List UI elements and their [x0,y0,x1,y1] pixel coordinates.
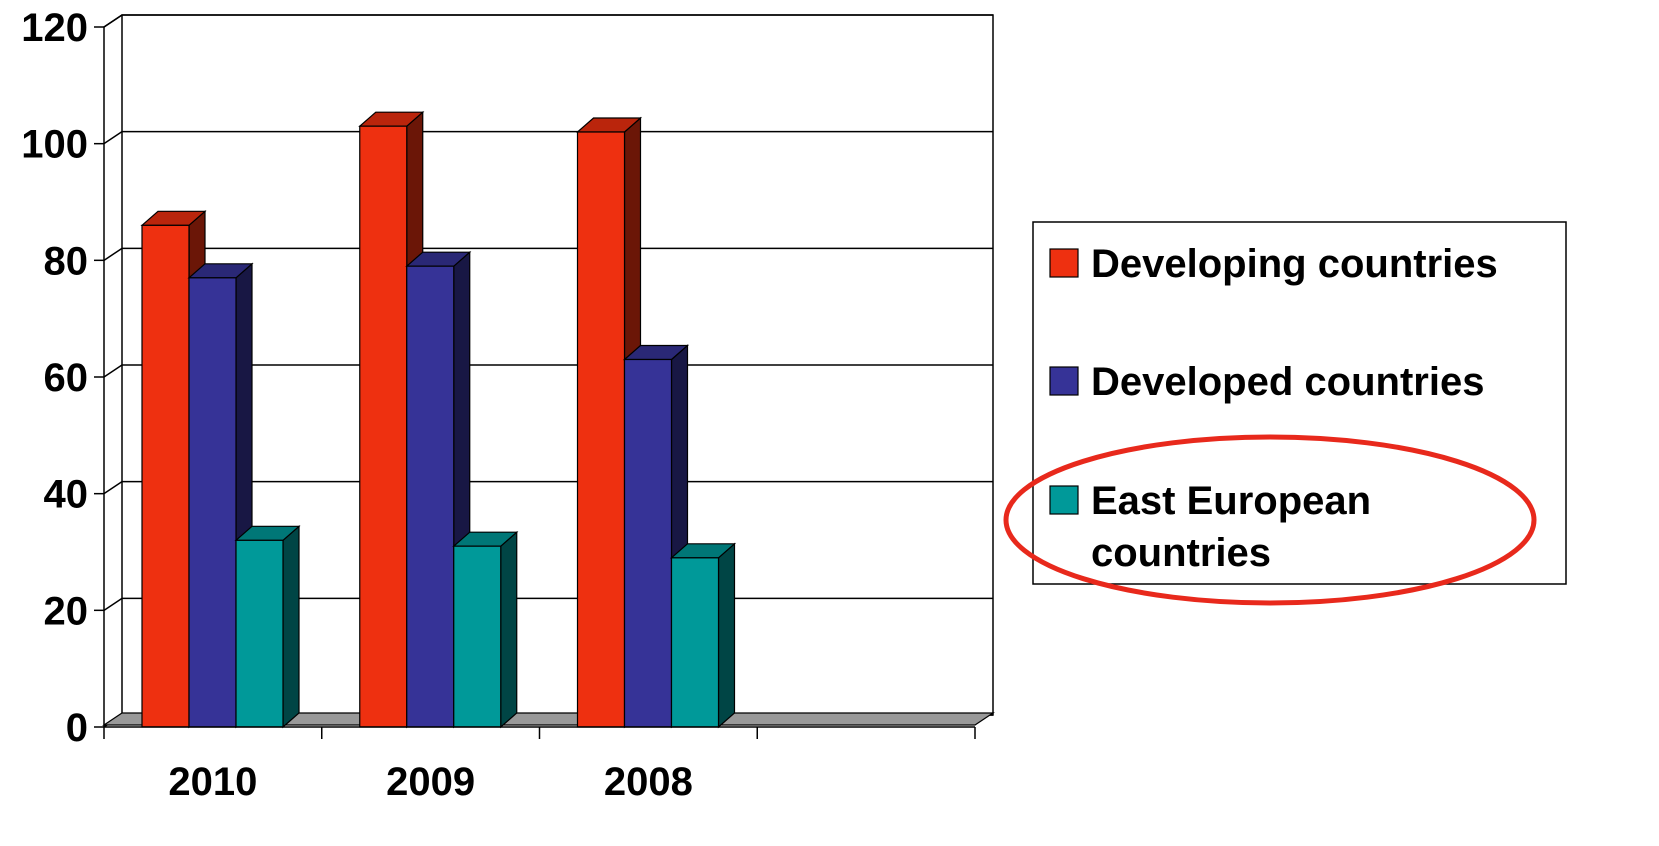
bar-front [235,539,284,728]
legend-entry: East European countries [1049,479,1371,575]
bar-front [141,224,190,728]
x-tick-label: 2008 [604,760,693,804]
bar-side [282,525,300,729]
bar [187,262,254,729]
legend-label: Developed countries [1091,360,1484,404]
legend-entry: Developing countries [1049,242,1498,286]
legend: Developing countries Developed countries E… [1032,221,1567,585]
gridline-side [103,597,123,611]
bar-front [188,277,237,728]
x-tick-label: 2009 [386,760,475,804]
bar-side [500,530,518,729]
y-tick-label: 80 [44,239,89,283]
gridline-side [103,481,123,495]
bar-front [623,358,673,728]
gridline-side [103,247,123,261]
x-tick-label: 2010 [168,760,257,804]
bar-side [717,542,736,729]
legend-label: Developing countries [1091,242,1498,286]
highlight-annotation [1003,434,1537,606]
bar [452,530,519,729]
bar [234,525,301,729]
highlight-ellipse [1003,434,1537,606]
bars [140,110,737,729]
legend-label: countries [1091,531,1271,575]
gridline-side [103,131,123,145]
gridline-side [103,364,123,378]
bar-front [453,545,502,728]
y-axis-ticks: 0 20 40 60 80 100 120 [21,6,104,750]
bar [669,542,737,729]
y-tick-label: 120 [21,6,88,50]
legend-swatch [1049,366,1079,396]
bar-front [576,131,626,728]
bar-front [670,557,720,728]
legend-entry: Developed countries [1049,360,1484,404]
gridline-side [103,14,123,28]
y-tick-label: 40 [44,473,89,517]
y-tick-label: 100 [21,123,88,167]
legend-box [1032,221,1567,585]
legend-swatch [1049,248,1079,278]
y-tick-label: 0 [66,706,88,750]
legend-label: East European [1091,479,1371,523]
bar-front [359,125,408,728]
y-tick-label: 20 [44,589,89,633]
legend-swatch [1049,485,1079,515]
bar-front [406,265,455,728]
x-axis-ticks: 2010 2009 2008 [168,760,692,804]
y-tick-label: 60 [44,356,89,400]
